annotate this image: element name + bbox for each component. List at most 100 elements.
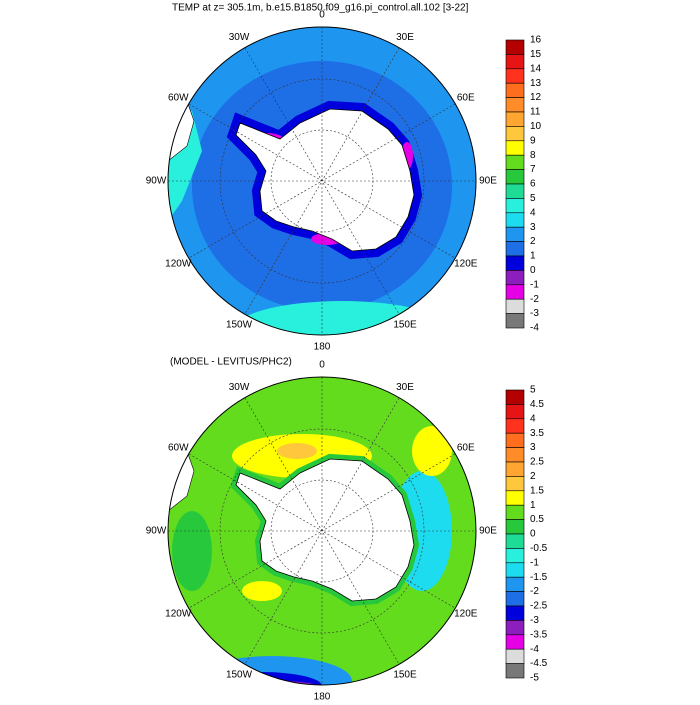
colorbar-label: -3 bbox=[530, 615, 539, 626]
colorbar-box bbox=[505, 39, 525, 55]
colorbar-box bbox=[505, 605, 525, 621]
colorbar-label: 11 bbox=[530, 107, 541, 118]
colorbar-box bbox=[505, 169, 525, 185]
longitude-label: 0 bbox=[319, 360, 325, 371]
colorbar-label: -2 bbox=[530, 586, 539, 597]
longitude-label: 60E bbox=[457, 443, 475, 454]
colorbar-box bbox=[505, 533, 525, 549]
longitude-label: 150W bbox=[226, 669, 253, 680]
colorbar-box bbox=[505, 404, 525, 420]
colorbar-label: 4 bbox=[530, 207, 536, 218]
colorbar-label: 1 bbox=[530, 500, 536, 511]
colorbar-box bbox=[505, 313, 525, 329]
colorbar-label: 4.5 bbox=[530, 399, 544, 410]
colorbar-box bbox=[505, 620, 525, 636]
colorbar-box bbox=[505, 198, 525, 214]
longitude-label: 0 bbox=[319, 10, 325, 21]
colorbar-box bbox=[505, 476, 525, 492]
colorbar-box bbox=[505, 490, 525, 506]
colorbar-label: 0.5 bbox=[530, 514, 544, 525]
colorbar-label: -4 bbox=[530, 644, 539, 655]
panel-title: TEMP at z= 305.1m, b.e15.B1850.f09_g16.p… bbox=[172, 3, 469, 14]
colorbar-box bbox=[505, 461, 525, 477]
colorbar-box bbox=[505, 548, 525, 564]
longitude-label: 60W bbox=[168, 93, 189, 104]
longitude-label: 90W bbox=[146, 176, 167, 187]
colorbar-label: 3.5 bbox=[530, 428, 544, 439]
colorbar-box bbox=[505, 663, 525, 679]
colorbar-label: 6 bbox=[530, 179, 536, 190]
colorbar-box bbox=[505, 226, 525, 242]
colorbar-box bbox=[505, 648, 525, 664]
colorbar-box bbox=[505, 504, 525, 520]
colorbar-label: -5 bbox=[530, 673, 539, 684]
longitude-label: 150E bbox=[393, 319, 417, 330]
colorbar-label: 14 bbox=[530, 63, 542, 74]
colorbar-box bbox=[505, 154, 525, 170]
colorbar-box bbox=[505, 519, 525, 535]
colorbar-box bbox=[505, 432, 525, 448]
colorbar-box bbox=[505, 634, 525, 650]
longitude-label: 150E bbox=[393, 669, 417, 680]
colorbar-label: 0 bbox=[530, 265, 536, 276]
longitude-label: 60E bbox=[457, 93, 475, 104]
longitude-label: 30E bbox=[396, 32, 414, 43]
longitude-label: 30E bbox=[396, 382, 414, 393]
colorbar-label: 3 bbox=[530, 442, 536, 453]
colorbar-box bbox=[505, 447, 525, 463]
map-2 bbox=[167, 376, 477, 686]
colorbar-label: 13 bbox=[530, 78, 542, 89]
colorbar-label: 0 bbox=[530, 529, 536, 540]
colorbar-label: -2 bbox=[530, 294, 539, 305]
colorbar-box bbox=[505, 183, 525, 199]
longitude-label: 90W bbox=[146, 526, 167, 537]
colorbar-box bbox=[505, 576, 525, 592]
colorbar-label: -3 bbox=[530, 308, 539, 319]
colorbar-box bbox=[505, 140, 525, 156]
colorbar-box bbox=[505, 255, 525, 271]
colorbar-box bbox=[505, 82, 525, 98]
colorbar-box bbox=[505, 298, 525, 314]
longitude-label: 120W bbox=[165, 609, 192, 620]
colorbar-box bbox=[505, 212, 525, 228]
colorbar-label: 2 bbox=[530, 236, 536, 247]
colorbar-label: 3 bbox=[530, 222, 536, 233]
colorbar-label: 1.5 bbox=[530, 485, 544, 496]
colorbar-label: -4 bbox=[530, 323, 539, 334]
colorbar-label: 1 bbox=[530, 251, 536, 262]
colorbar-label: 2 bbox=[530, 471, 536, 482]
colorbar-label: 5 bbox=[530, 193, 536, 204]
colorbar-box bbox=[505, 562, 525, 578]
colorbar-label: 15 bbox=[530, 49, 542, 60]
colorbar-label: -2.5 bbox=[530, 601, 548, 612]
longitude-label: 60W bbox=[168, 443, 189, 454]
longitude-label: 120W bbox=[165, 259, 192, 270]
colorbar-label: 10 bbox=[530, 121, 542, 132]
longitude-label: 90E bbox=[479, 176, 497, 187]
longitude-label: 150W bbox=[226, 319, 253, 330]
colorbar-label: -0.5 bbox=[530, 543, 548, 554]
colorbar-box bbox=[505, 241, 525, 257]
colorbar-box bbox=[505, 389, 525, 405]
colorbar-label: 5 bbox=[530, 385, 536, 396]
colorbar-box bbox=[505, 284, 525, 300]
colorbar-label: -1 bbox=[530, 279, 539, 290]
colorbar-box bbox=[505, 418, 525, 434]
longitude-label: 120E bbox=[454, 609, 478, 620]
longitude-label: 120E bbox=[454, 259, 478, 270]
colorbar-label: 12 bbox=[530, 92, 542, 103]
panel-title: (MODEL - LEVITUS/PHC2) bbox=[170, 357, 292, 368]
colorbar-box bbox=[505, 270, 525, 286]
colorbar-label: 8 bbox=[530, 150, 536, 161]
colorbar-label: -1.5 bbox=[530, 572, 548, 583]
colorbar-label: 2.5 bbox=[530, 457, 544, 468]
colorbar-label: 4 bbox=[530, 413, 536, 424]
colorbar-box bbox=[505, 126, 525, 142]
colorbar-label: -4.5 bbox=[530, 658, 548, 669]
longitude-label: 180 bbox=[314, 692, 331, 700]
colorbar-box bbox=[505, 111, 525, 127]
longitude-label: 90E bbox=[479, 526, 497, 537]
colorbar-box bbox=[505, 54, 525, 70]
longitude-label: 180 bbox=[314, 342, 331, 353]
